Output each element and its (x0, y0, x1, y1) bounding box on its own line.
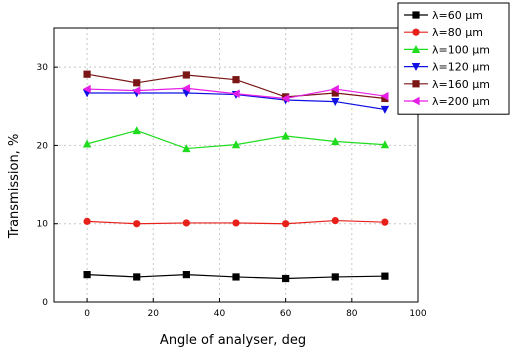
data-point (181, 84, 190, 93)
data-point (182, 71, 190, 79)
legend: λ=60 µm λ=80 µm λ=100 µm λ=120 µm λ=160 µm λ=… (397, 2, 510, 115)
ticks: 0 20 40 60 80 100 0 10 20 30 (37, 63, 427, 319)
data-point (331, 137, 340, 146)
data-point (331, 89, 339, 97)
data-point (232, 273, 240, 281)
series-1 (83, 271, 389, 283)
y-tick-label: 0 (42, 298, 48, 308)
data-point (282, 274, 290, 283)
data-point (330, 84, 339, 94)
x-tick-label: 60 (280, 309, 292, 319)
x-tick-label: 100 (409, 309, 426, 319)
legend-swatch-marker (411, 45, 421, 53)
data-point (182, 144, 191, 153)
data-point (331, 97, 340, 106)
y-axis-title: Transmission, % (7, 134, 22, 240)
x-tick-label: 20 (148, 309, 160, 319)
plot-frame (53, 27, 419, 303)
data-point (83, 217, 91, 225)
data-point (231, 89, 240, 98)
data-point (133, 273, 141, 281)
data-point (232, 76, 240, 84)
data-point (231, 140, 241, 149)
data-point (331, 216, 339, 225)
data-point (281, 131, 290, 140)
legend-label: λ=60 µm (432, 9, 483, 22)
data-point (82, 84, 91, 94)
data-point (381, 272, 389, 280)
data-point (381, 94, 389, 103)
data-point (133, 79, 141, 87)
series-2 (83, 216, 389, 228)
data-point (182, 219, 190, 227)
legend-swatch-marker (412, 11, 420, 19)
grid (54, 28, 419, 303)
legend-label: λ=80 µm (432, 26, 483, 39)
data-point (331, 273, 339, 281)
data-point (182, 271, 190, 279)
legend-swatch-marker (412, 28, 420, 36)
y-tick-label: 20 (37, 141, 49, 151)
data-point (381, 218, 389, 226)
data-point (82, 139, 92, 148)
legend-swatch-marker (411, 96, 420, 106)
x-tick-label: 40 (214, 309, 226, 319)
series-6 (82, 84, 389, 103)
legend-swatch-marker (412, 80, 420, 88)
y-tick-label: 30 (37, 63, 49, 73)
x-axis-title: Angle of analyser, deg (160, 333, 306, 348)
y-tick-label: 10 (37, 220, 49, 230)
series-3 (82, 126, 390, 153)
legend-swatch-marker (411, 63, 421, 71)
data-point (281, 94, 290, 103)
data-point (380, 105, 390, 114)
data-point (132, 86, 141, 95)
data-point (380, 140, 390, 149)
data-point (132, 126, 141, 135)
x-tick-label: 0 (84, 309, 90, 319)
x-tick-label: 80 (346, 309, 358, 319)
series-group (82, 70, 390, 283)
legend-label: λ=120 µm (432, 61, 490, 74)
data-point (380, 91, 389, 101)
data-point (83, 70, 91, 78)
data-point (282, 220, 290, 228)
legend-box (397, 2, 510, 115)
data-point (133, 220, 141, 228)
legend-label: λ=200 µm (432, 95, 490, 108)
data-point (232, 219, 240, 227)
legend-label: λ=100 µm (432, 43, 490, 56)
legend-label: λ=160 µm (432, 78, 490, 91)
data-point (83, 271, 91, 279)
